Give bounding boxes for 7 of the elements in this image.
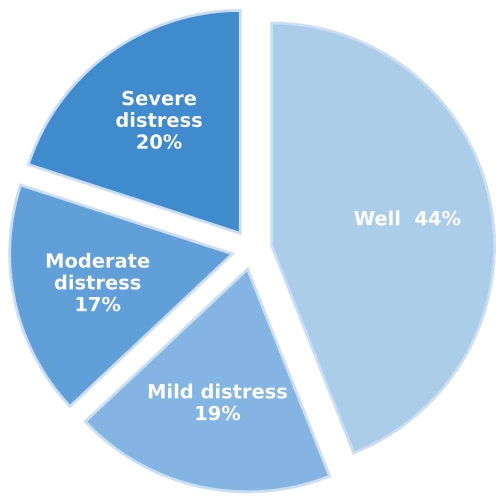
slice-label: Severe distress [116, 90, 202, 128]
slice-label: Moderate distress [46, 252, 150, 290]
data-label: 19% [196, 406, 240, 420]
slice-label: Mild distress [148, 384, 287, 399]
data-label: 20% [137, 134, 182, 149]
data-label: 17% [76, 296, 120, 312]
slice-label: Well 44% [354, 210, 460, 226]
